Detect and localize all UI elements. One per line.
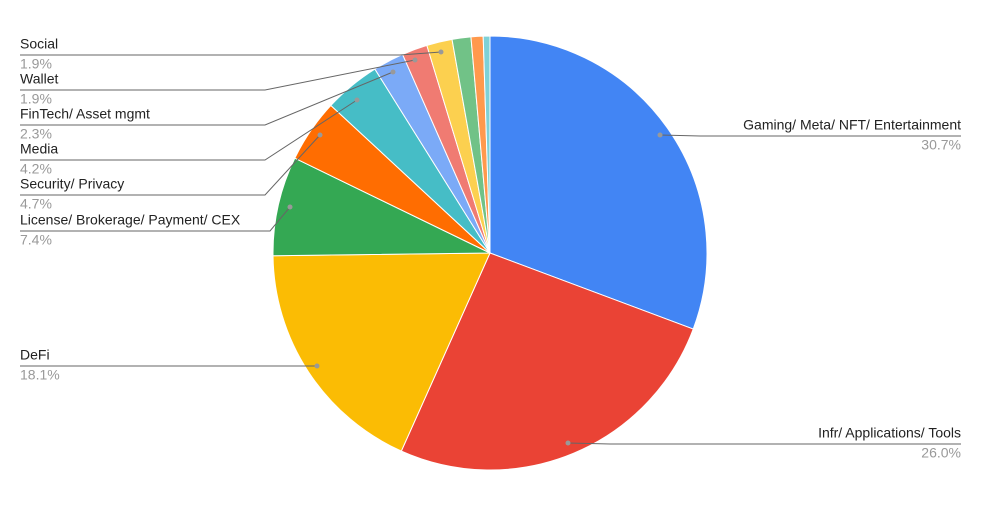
leader-dot (657, 132, 663, 138)
leader-line (20, 99, 358, 161)
slice-value: 1.9% (20, 91, 52, 107)
slice-value: 4.2% (20, 161, 52, 177)
slice-value: 26.0% (921, 445, 961, 461)
leader-line (20, 59, 416, 91)
pie-slice (272, 157, 491, 257)
leader-line (567, 442, 961, 445)
leader-dot (317, 132, 323, 138)
slice-label: Gaming/ Meta/ NFT/ Entertainment (743, 117, 961, 133)
slice-value: 4.7% (20, 196, 52, 212)
slice-value: 18.1% (20, 367, 60, 383)
slice-label: Wallet (20, 71, 58, 87)
pie-slice (272, 252, 491, 452)
slice-label: Media (20, 141, 58, 157)
slice-label: FinTech/ Asset mgmt (20, 106, 150, 122)
pie-slice (482, 35, 491, 254)
leader-line (20, 206, 291, 232)
leader-line (20, 51, 442, 56)
leader-dot (287, 204, 293, 210)
leader-dot (565, 440, 571, 446)
slice-value: 30.7% (921, 137, 961, 153)
slice-label: Infr/ Applications/ Tools (818, 425, 961, 441)
slice-label: Social (20, 36, 58, 52)
slice-label: License/ Brokerage/ Payment/ CEX (20, 212, 241, 228)
slice-value: 1.9% (20, 56, 52, 72)
leader-dot (438, 49, 444, 55)
slice-value: 7.4% (20, 232, 52, 248)
slice-value: 2.3% (20, 126, 52, 142)
leader-line (659, 134, 961, 137)
leader-line (20, 134, 321, 196)
pie-slice (489, 35, 708, 330)
slice-label: DeFi (20, 347, 50, 363)
pie-slice (400, 252, 694, 471)
leader-dot (314, 363, 320, 369)
leader-dot (412, 57, 418, 63)
leader-dot (354, 97, 360, 103)
leader-dot (390, 69, 396, 75)
slice-label: Security/ Privacy (20, 176, 124, 192)
leader-line (20, 71, 394, 126)
